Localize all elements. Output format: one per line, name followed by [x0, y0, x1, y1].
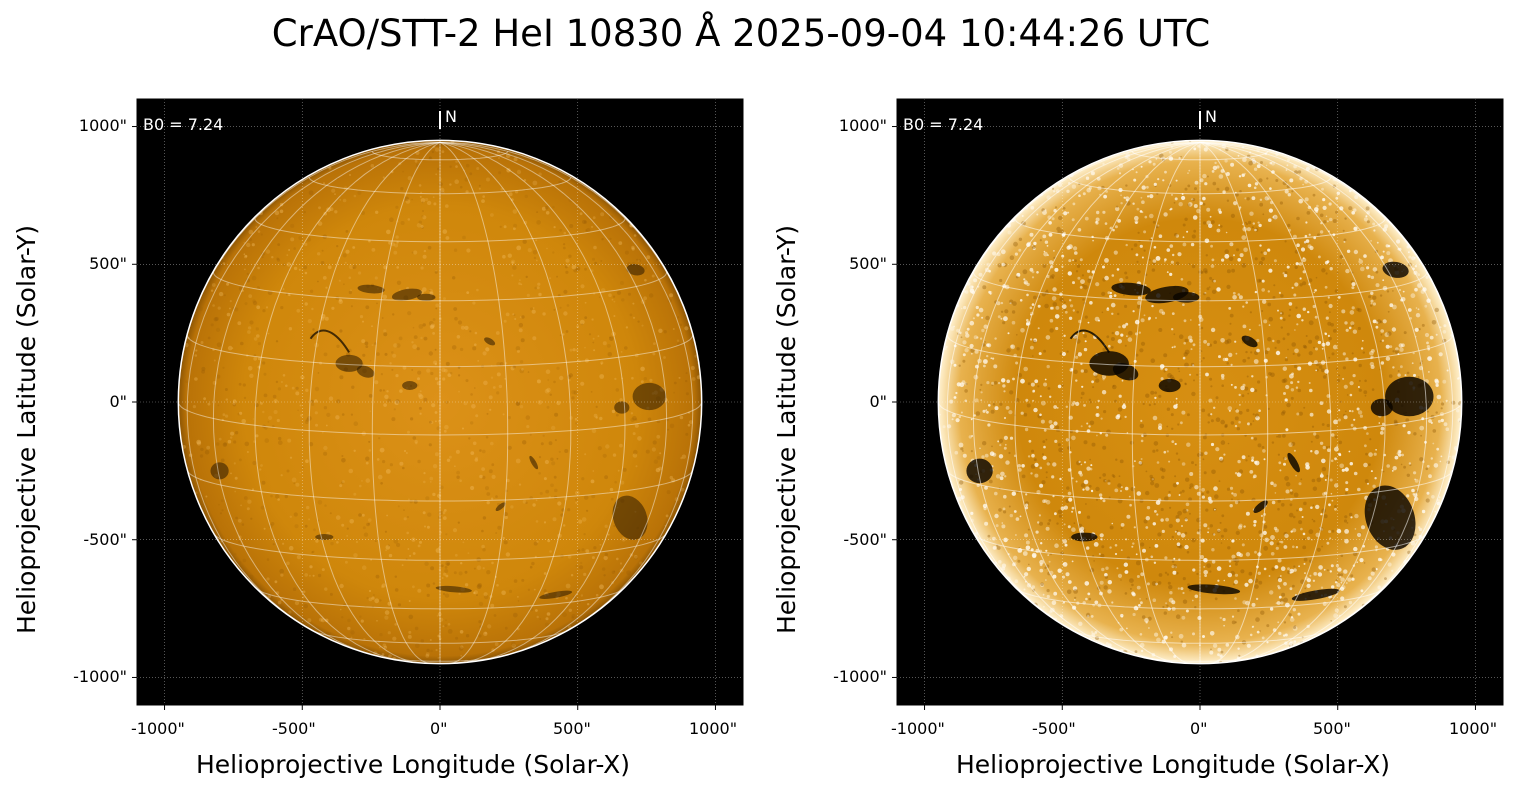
- solar-disk-image-right: [897, 99, 1503, 705]
- y-tick-label: 500": [849, 254, 887, 273]
- y-tick-label: 1000": [78, 116, 127, 135]
- y-tick-label: 500": [89, 254, 127, 273]
- north-label: N: [445, 107, 457, 126]
- x-axis-label: Helioprojective Longitude (Solar-X): [196, 750, 631, 779]
- x-tick-label: 1000": [689, 719, 738, 738]
- x-tick-label: -1000": [131, 719, 185, 738]
- y-axis-label: Helioprojective Latitude (Solar-Y): [772, 225, 801, 634]
- filament: [315, 534, 334, 540]
- filament: [614, 401, 630, 414]
- y-tick-label: -1000": [833, 667, 887, 686]
- y-axis-label: Helioprojective Latitude (Solar-Y): [12, 225, 41, 634]
- y-tick-label: -1000": [73, 667, 127, 686]
- y-tick-label: -500": [843, 530, 887, 549]
- solar-image-panel-left: B0 = 7.24 N: [137, 99, 743, 705]
- figure-title: CrAO/STT-2 HeI 10830 Å 2025-09-04 10:44:…: [271, 12, 1211, 55]
- b0-label: B0 = 7.24: [143, 115, 224, 134]
- y-tick-label: 1000": [838, 116, 887, 135]
- y-tick-label: -500": [83, 530, 127, 549]
- y-tick-label: 0": [109, 392, 127, 411]
- north-label: N: [1205, 107, 1217, 126]
- filament: [632, 382, 666, 411]
- x-tick-label: 500": [1313, 719, 1351, 738]
- filament: [402, 381, 418, 390]
- x-axis-label: Helioprojective Longitude (Solar-X): [956, 750, 1391, 779]
- x-tick-label: -500": [1032, 719, 1076, 738]
- x-tick-label: 0": [1190, 719, 1208, 738]
- solar-disk-image-left: [137, 99, 743, 705]
- filament: [1158, 378, 1181, 393]
- x-tick-label: 1000": [1449, 719, 1498, 738]
- filament: [1071, 532, 1098, 542]
- x-tick-label: -500": [272, 719, 316, 738]
- filament: [417, 293, 436, 301]
- x-tick-label: -1000": [891, 719, 945, 738]
- x-tick-label: 500": [553, 719, 591, 738]
- solar-image-panel-right: B0 = 7.24 N: [897, 99, 1503, 705]
- filament: [1370, 398, 1393, 417]
- y-tick-label: 0": [869, 392, 887, 411]
- b0-label: B0 = 7.24: [903, 115, 984, 134]
- x-tick-label: 0": [430, 719, 448, 738]
